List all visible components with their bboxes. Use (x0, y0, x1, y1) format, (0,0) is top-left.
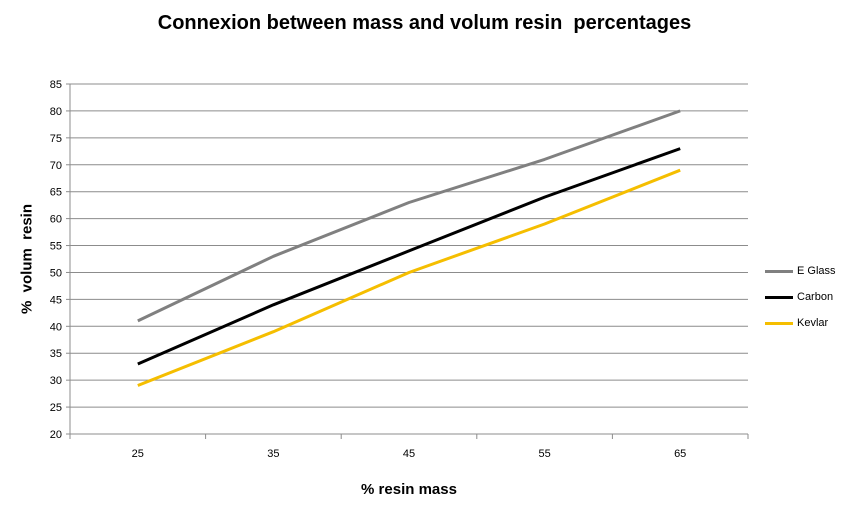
y-tick-label: 30 (50, 375, 62, 387)
legend-swatch (765, 295, 793, 299)
legend-label: Carbon (797, 291, 834, 303)
x-tick-label: 65 (674, 448, 686, 460)
y-tick-label: 40 (50, 321, 62, 333)
y-tick-label: 50 (50, 267, 62, 279)
y-tick-label: 55 (50, 241, 62, 253)
grid-lines (70, 83, 748, 408)
y-tick-label: 80 (50, 106, 62, 118)
legend-swatch (765, 269, 793, 273)
legend-swatch (765, 321, 793, 325)
legend: E Glass Carbon Kevlar (765, 258, 836, 336)
y-tick-label: 25 (50, 402, 62, 414)
legend-item: E Glass (765, 258, 836, 284)
y-tick-label: 65 (50, 187, 62, 199)
chart-title: Connexion between mass and volum resin p… (157, 12, 692, 34)
series-line-carbon (137, 147, 681, 366)
y-tick-label: 85 (50, 79, 62, 91)
y-tick-label: 70 (50, 160, 62, 172)
x-tick-label: 25 (132, 448, 144, 460)
series-line-e-glass (137, 109, 681, 323)
legend-item: Carbon (765, 284, 836, 310)
y-tick-label: 20 (50, 429, 62, 441)
y-tick-label: 60 (50, 214, 62, 226)
series-lines (137, 109, 681, 387)
y-tick-label: 45 (50, 294, 62, 306)
axes (66, 83, 749, 439)
y-tick-labels: 20 25 30 35 40 45 50 55 60 65 70 75 80 85 (50, 79, 62, 441)
x-tick-label: 35 (267, 448, 279, 460)
x-tick-label: 45 (403, 448, 415, 460)
x-axis-title: % resin mass (361, 481, 457, 498)
series-line-kevlar (137, 168, 681, 387)
x-tick-label: 55 (538, 448, 550, 460)
legend-label: E Glass (797, 265, 836, 277)
y-axis-title: % volum resin (18, 203, 36, 315)
y-tick-label: 35 (50, 348, 62, 360)
x-tick-labels: 25 35 45 55 65 (132, 448, 687, 460)
legend-item: Kevlar (765, 310, 836, 336)
legend-label: Kevlar (797, 317, 829, 329)
y-tick-label: 75 (50, 133, 62, 145)
